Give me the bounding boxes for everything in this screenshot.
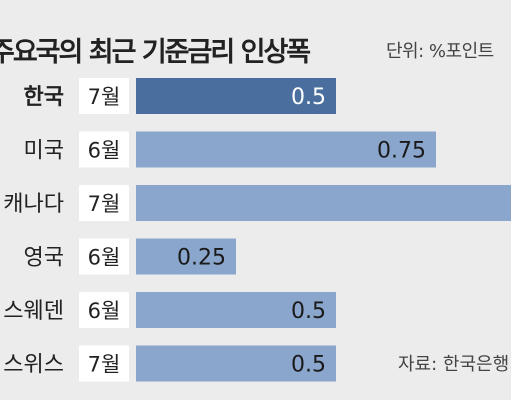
value-label: 0.5 xyxy=(291,299,326,324)
bar xyxy=(136,345,336,382)
country-label: 스웨덴 xyxy=(3,299,64,324)
bar xyxy=(136,78,336,114)
unit-label: 단위: %포인트 xyxy=(386,41,494,62)
country-label: 영국 xyxy=(24,246,64,271)
value-label: 0.75 xyxy=(377,139,426,164)
country-label: 캐나다 xyxy=(3,192,64,217)
month-label: 6월 xyxy=(88,246,121,270)
bar xyxy=(136,238,236,275)
bar xyxy=(136,185,511,221)
value-label: 0.5 xyxy=(291,353,326,378)
value-label: 0.25 xyxy=(177,246,226,271)
country-label: 한국 xyxy=(24,85,64,110)
month-box xyxy=(79,292,129,328)
month-label: 6월 xyxy=(88,299,121,323)
chart-title: 주요국의 최근 기준금리 인상폭 xyxy=(0,37,311,68)
month-box xyxy=(79,131,129,168)
country-label: 스위스 xyxy=(3,353,64,378)
month-box xyxy=(79,345,129,382)
country-label: 미국 xyxy=(24,139,64,164)
source-note: 자료: 한국은행 xyxy=(398,354,510,375)
month-label: 7월 xyxy=(88,85,121,109)
month-box xyxy=(79,78,129,114)
month-box xyxy=(79,238,129,275)
month-label: 7월 xyxy=(88,353,121,377)
month-box xyxy=(79,185,129,221)
month-label: 6월 xyxy=(88,139,121,163)
value-label: 0.5 xyxy=(291,85,326,110)
bar xyxy=(136,131,436,168)
month-label: 7월 xyxy=(88,192,121,216)
bar xyxy=(136,292,336,328)
